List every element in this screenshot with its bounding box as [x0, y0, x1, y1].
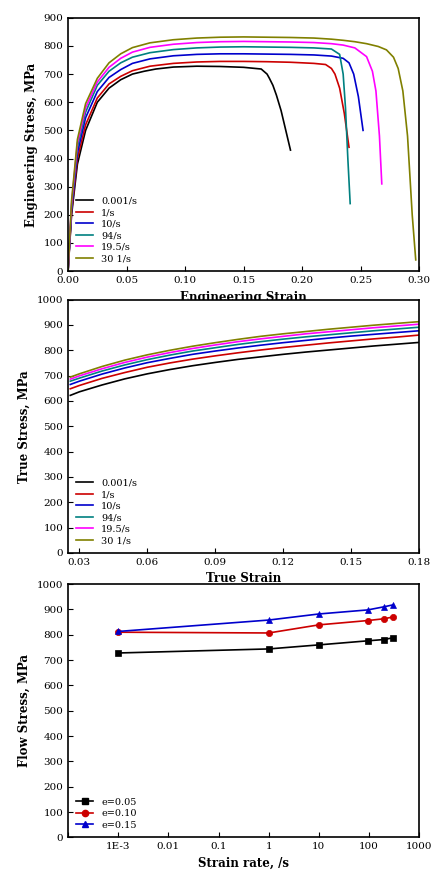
Legend: e=0.05, e=0.10, e=0.15: e=0.05, e=0.10, e=0.15: [73, 795, 139, 833]
Y-axis label: True Stress, MPa: True Stress, MPa: [18, 370, 31, 483]
X-axis label: Engineering Strain: Engineering Strain: [180, 291, 306, 303]
X-axis label: Strain rate, /s: Strain rate, /s: [198, 857, 289, 869]
Y-axis label: Engineering Stress, MPa: Engineering Stress, MPa: [25, 62, 38, 227]
Y-axis label: Flow Stress, MPa: Flow Stress, MPa: [18, 654, 31, 767]
Legend: 0.001/s, 1/s, 10/s, 94/s, 19.5/s, 30 1/s: 0.001/s, 1/s, 10/s, 94/s, 19.5/s, 30 1/s: [73, 194, 140, 267]
X-axis label: True Strain: True Strain: [205, 573, 281, 585]
Legend: 0.001/s, 1/s, 10/s, 94/s, 19.5/s, 30 1/s: 0.001/s, 1/s, 10/s, 94/s, 19.5/s, 30 1/s: [73, 476, 140, 549]
